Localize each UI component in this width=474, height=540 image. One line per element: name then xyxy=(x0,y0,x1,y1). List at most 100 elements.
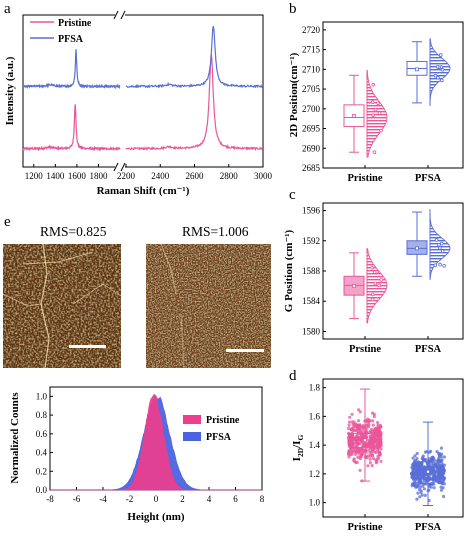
data-point xyxy=(367,448,371,452)
data-point xyxy=(354,452,358,456)
data-point xyxy=(427,484,432,488)
data-point xyxy=(376,423,380,427)
data-point xyxy=(421,456,425,460)
data-point xyxy=(359,428,363,433)
outlier-point xyxy=(440,249,445,254)
afm-image-pfsa xyxy=(146,244,271,368)
x-tick-label: 2 xyxy=(180,494,185,504)
outlier-point xyxy=(370,100,375,104)
histogram-y-axis-label: Normalized Counts xyxy=(9,392,21,484)
data-point xyxy=(375,457,379,461)
data-point xyxy=(366,425,370,429)
data-point xyxy=(356,441,360,445)
data-point xyxy=(439,455,443,459)
panel-c-frame xyxy=(322,202,464,340)
outlier-point xyxy=(434,238,439,242)
data-point xyxy=(420,493,424,497)
panel-c-plot: 1580 1584 1588 1592 1596 Prstine PFSA xyxy=(302,206,451,355)
outlier-point xyxy=(373,107,378,112)
spectrum-line-pristine xyxy=(125,54,264,152)
data-point xyxy=(435,450,439,454)
data-point xyxy=(419,468,423,472)
data-point xyxy=(415,451,419,456)
data-point xyxy=(372,447,377,451)
data-point xyxy=(350,426,354,431)
x-tick-label: 1400 xyxy=(46,171,65,181)
data-point xyxy=(421,484,425,488)
mean-marker xyxy=(415,246,419,251)
mean-marker xyxy=(363,438,367,442)
legend-swatch-pristine-area xyxy=(183,415,201,424)
data-point xyxy=(423,482,427,486)
data-point xyxy=(423,493,427,497)
data-point xyxy=(431,468,435,472)
y-tick-label: 1596 xyxy=(302,206,321,216)
data-point xyxy=(379,447,383,451)
spectrum-line-pfsa xyxy=(125,25,264,89)
mean-marker xyxy=(415,67,419,72)
svg-text:I2D/IG: I2D/IG xyxy=(291,435,305,462)
outlier-point xyxy=(379,278,384,282)
y-tick-label: 2720 xyxy=(302,25,321,35)
data-point xyxy=(349,447,353,451)
panel-a-x-ticks: 1200 1400 1600 1800 2200 2400 2600 2800 3000 xyxy=(25,164,273,181)
panel-label-b: b xyxy=(289,1,297,17)
distribution-curve xyxy=(429,38,451,106)
y-tick-label: 0.2 xyxy=(36,466,47,476)
spectrum-line-pristine xyxy=(22,104,121,152)
y-tick-label: 2715 xyxy=(302,45,321,55)
data-point xyxy=(356,455,360,459)
data-point xyxy=(436,463,440,467)
y-tick-label: 1588 xyxy=(302,266,321,276)
y-tick-label: 0.0 xyxy=(36,485,48,495)
data-point xyxy=(370,450,374,454)
y-tick-label: 1584 xyxy=(302,296,321,306)
scale-bar xyxy=(69,345,106,348)
data-point xyxy=(439,485,443,489)
y-tick-label: 1.0 xyxy=(36,391,48,401)
outlier-point xyxy=(379,128,383,133)
data-point xyxy=(415,484,419,488)
outlier-point xyxy=(371,113,376,117)
histogram-x-axis-label: Height (nm) xyxy=(127,511,184,523)
data-point xyxy=(413,480,417,484)
data-point xyxy=(437,456,441,461)
data-point xyxy=(361,424,365,428)
data-point xyxy=(422,487,426,491)
panel-d-plot: 1.0 1.2 1.4 1.6 1.8 Pristine PFSA xyxy=(309,383,446,533)
category-label: PFSA xyxy=(415,522,442,533)
data-point xyxy=(415,457,419,461)
panel-c-y-axis-label: G Position (cm⁻¹) xyxy=(283,229,295,312)
data-point xyxy=(410,482,415,486)
data-point xyxy=(348,415,352,419)
x-tick-label: -2 xyxy=(126,494,134,504)
data-point xyxy=(359,455,363,459)
y-tick-label: 0.4 xyxy=(36,448,48,458)
data-point xyxy=(356,423,360,427)
outlier-point xyxy=(436,76,440,80)
outlier-point xyxy=(440,67,445,72)
legend-label-pristine: Pristine xyxy=(58,18,92,29)
data-point xyxy=(355,426,359,431)
data-point xyxy=(432,482,436,486)
data-point xyxy=(416,491,420,495)
outlier-point xyxy=(437,242,441,247)
data-point xyxy=(352,422,356,426)
data-point xyxy=(376,429,380,434)
x-tick-label: -6 xyxy=(73,494,81,504)
outlier-point xyxy=(433,263,438,268)
outlier-point xyxy=(439,241,444,246)
y-tick-label: 2685 xyxy=(302,163,321,173)
data-point xyxy=(429,458,433,462)
mean-marker xyxy=(352,114,356,118)
rms-label-left: RMS=0.825 xyxy=(40,224,107,239)
histogram-plot: -8 -6 -4 -2 0 2 4 6 8 0.0 0.2 0.4 0.6 0.8 1.0 xyxy=(36,391,265,504)
data-point xyxy=(357,449,361,453)
data-point xyxy=(422,459,426,463)
data-point xyxy=(366,464,370,468)
axis-break-top xyxy=(113,10,126,20)
x-tick-label: 3000 xyxy=(254,171,273,181)
x-tick-label: 2600 xyxy=(186,171,205,181)
data-point xyxy=(417,472,421,477)
